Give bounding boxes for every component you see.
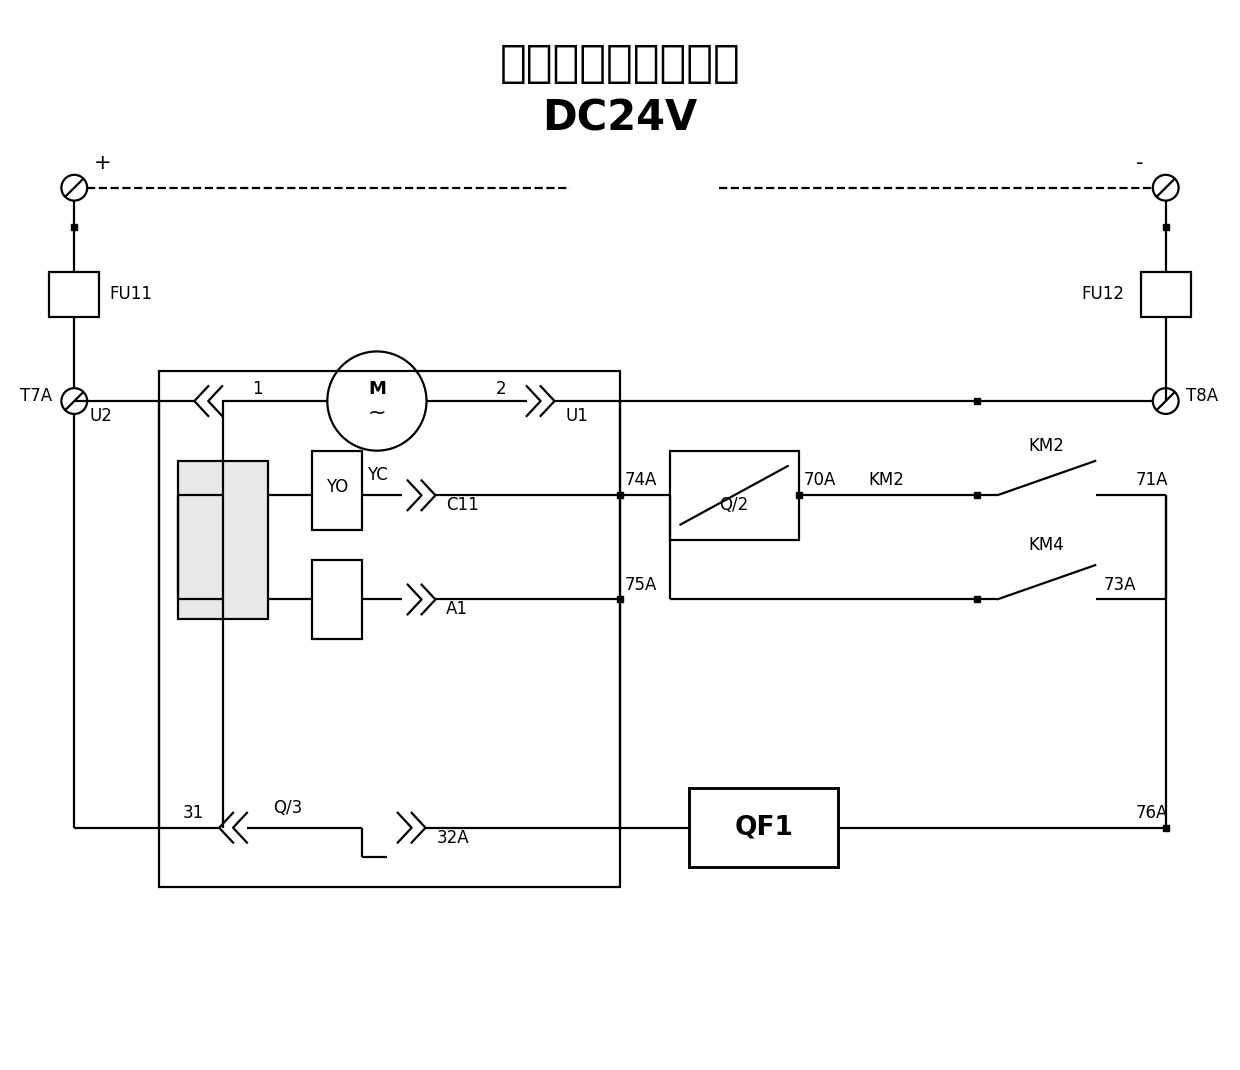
Bar xyxy=(159,371,620,887)
Text: YO: YO xyxy=(326,478,348,496)
Bar xyxy=(1141,272,1190,317)
Text: KM4: KM4 xyxy=(1029,536,1064,554)
Text: +: + xyxy=(94,153,112,173)
Text: QF1: QF1 xyxy=(734,814,794,841)
Text: T8A: T8A xyxy=(1185,387,1218,406)
Bar xyxy=(689,788,838,868)
Text: Q/2: Q/2 xyxy=(719,496,749,515)
Text: DC24V: DC24V xyxy=(542,97,698,139)
Text: 75A: 75A xyxy=(625,576,657,594)
Text: FU12: FU12 xyxy=(1081,285,1125,303)
Bar xyxy=(179,460,268,620)
Text: 32A: 32A xyxy=(436,828,469,846)
Text: U2: U2 xyxy=(89,407,112,425)
Text: 73A: 73A xyxy=(1104,576,1136,594)
Bar xyxy=(312,560,362,639)
Text: FU11: FU11 xyxy=(109,285,153,303)
Text: 31: 31 xyxy=(182,804,203,822)
Text: 76A: 76A xyxy=(1136,804,1168,822)
Bar xyxy=(670,450,799,540)
Text: YC: YC xyxy=(367,467,387,485)
Text: KM2: KM2 xyxy=(1029,437,1065,455)
Text: M: M xyxy=(368,380,386,398)
Bar xyxy=(312,450,362,530)
Text: 70A: 70A xyxy=(804,472,836,489)
Text: 引入蓄电池直流电源: 引入蓄电池直流电源 xyxy=(500,42,740,86)
Text: 2: 2 xyxy=(496,380,506,398)
Text: KM2: KM2 xyxy=(868,472,904,489)
Bar xyxy=(50,272,99,317)
Text: A1: A1 xyxy=(446,600,469,618)
Text: 71A: 71A xyxy=(1136,472,1168,489)
Text: U1: U1 xyxy=(565,407,588,425)
Text: -: - xyxy=(1136,153,1143,173)
Text: 74A: 74A xyxy=(625,472,657,489)
Text: Q/3: Q/3 xyxy=(273,799,303,816)
Text: 1: 1 xyxy=(253,380,263,398)
Text: C11: C11 xyxy=(446,496,479,515)
Text: T7A: T7A xyxy=(20,387,52,406)
Text: ~: ~ xyxy=(367,403,386,423)
